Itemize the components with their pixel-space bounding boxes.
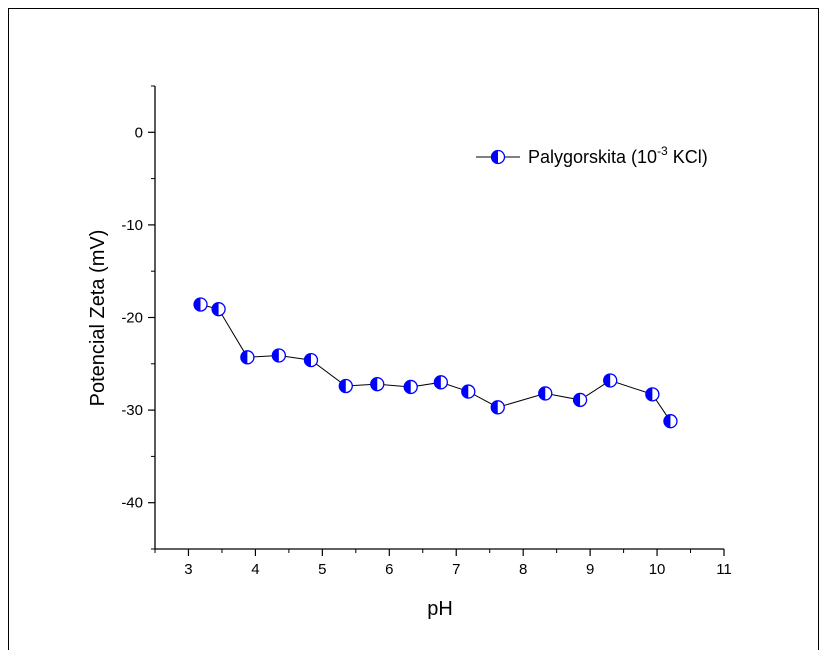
data-point <box>461 384 476 399</box>
data-point-fill <box>538 386 546 400</box>
x-axis-ticks: 3 4 5 6 7 8 9 10 11 <box>154 549 732 578</box>
data-point-fill <box>304 353 311 367</box>
legend-label-prefix: Palygorskita (10 <box>528 147 657 167</box>
y-axis-label: Potencial Zeta (mV) <box>87 230 109 407</box>
data-point-fill <box>645 387 653 401</box>
data-point <box>572 392 588 408</box>
x-tick-label: 4 <box>251 561 259 578</box>
x-tick-label: 3 <box>184 561 192 578</box>
x-tick-label: 5 <box>318 561 326 578</box>
x-tick-label: 9 <box>586 561 594 578</box>
data-point <box>538 386 553 401</box>
chart-frame <box>8 8 819 650</box>
data-point <box>433 375 448 390</box>
data-point <box>338 378 353 394</box>
data-point <box>663 414 678 429</box>
data-point-fill <box>339 379 346 393</box>
data-point-fill <box>434 375 441 389</box>
data-point-fill <box>194 298 201 312</box>
data-point <box>603 373 618 388</box>
x-tick-label: 10 <box>649 561 666 578</box>
data-point <box>370 377 385 392</box>
data-point-fill <box>461 385 469 399</box>
series-points <box>193 297 678 429</box>
x-axis-label: pH <box>427 598 453 620</box>
legend-label-superscript: -3 <box>657 144 668 158</box>
data-point-fill <box>272 348 279 362</box>
series-line <box>200 304 671 422</box>
data-point <box>403 379 418 395</box>
y-tick-label: -40 <box>121 495 143 512</box>
data-point <box>193 297 208 312</box>
data-point <box>211 302 226 317</box>
y-tick-label: -10 <box>121 217 143 234</box>
data-point-fill <box>240 350 248 364</box>
legend: Palygorskita (10-3 KCl) <box>476 144 708 167</box>
data-point <box>240 350 255 365</box>
series-polyline <box>200 304 671 422</box>
x-tick-label: 11 <box>716 561 732 578</box>
y-tick-label: -20 <box>121 310 143 327</box>
x-tick-label: 7 <box>452 561 460 578</box>
data-point-fill <box>212 302 219 316</box>
legend-marker <box>490 149 506 165</box>
data-point-fill <box>404 380 411 394</box>
legend-label: Palygorskita (10-3 KCl) <box>528 144 708 167</box>
y-axis-ticks: 0 -10 -20 -30 -40 <box>121 85 155 550</box>
y-tick-label: -30 <box>121 402 143 419</box>
y-tick-label: 0 <box>135 124 143 141</box>
x-tick-label: 6 <box>385 561 393 578</box>
data-point <box>271 348 286 363</box>
data-point-fill <box>663 414 671 428</box>
data-point <box>645 387 660 402</box>
x-tick-label: 8 <box>519 561 527 578</box>
legend-label-suffix: KCl) <box>668 147 708 167</box>
data-point-fill <box>603 373 611 387</box>
data-point-fill <box>491 400 498 414</box>
data-point-fill <box>370 377 378 391</box>
data-point <box>303 352 319 368</box>
data-point-fill <box>573 393 581 407</box>
data-point <box>490 400 505 415</box>
